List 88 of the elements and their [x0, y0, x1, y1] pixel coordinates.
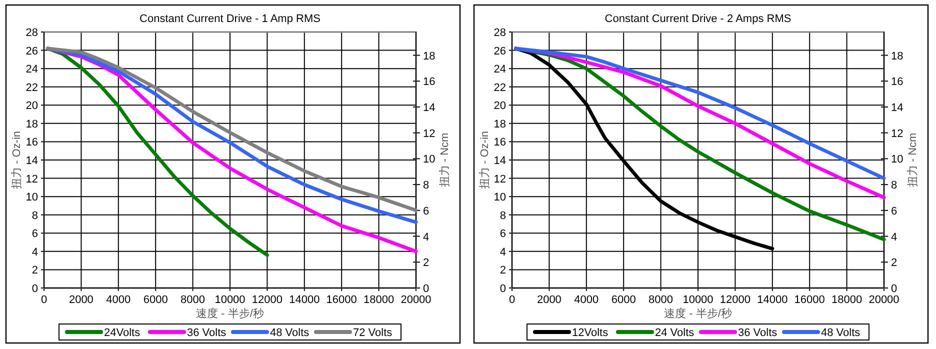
x-tick-label: 20000: [868, 294, 900, 306]
y-tick-label: 4: [500, 246, 506, 258]
y2-tick-label: 18: [891, 50, 904, 62]
y-tick-label: 26: [494, 45, 506, 58]
y2-tick-label: 14: [423, 102, 436, 114]
y-tick-label: 6: [32, 228, 38, 240]
y-tick-label: 20: [494, 100, 506, 112]
x-tick-label: 10000: [682, 294, 714, 306]
y-tick-label: 4: [32, 246, 38, 258]
x-axis-title: 速度 - 半步/秒: [196, 307, 264, 320]
y-tick-label: 26: [26, 45, 38, 58]
x-tick-label: 12000: [252, 294, 282, 306]
y2-axis-title: 扭力 - Ncm: [438, 132, 451, 188]
y2-tick-label: 6: [423, 205, 430, 218]
y-tick-label: 8: [500, 210, 506, 222]
legend-label: 72 Volts: [353, 327, 393, 339]
y-tick-label: 8: [32, 210, 38, 222]
x-tick-label: 6000: [611, 294, 636, 306]
y2-tick-label: 14: [891, 102, 904, 114]
y-tick-label: 12: [26, 173, 38, 186]
x-tick-label: 0: [508, 294, 516, 306]
legend-label: 24 Volts: [655, 327, 695, 339]
y-tick-label: 20: [26, 100, 38, 112]
y-tick-label: 18: [494, 118, 506, 130]
y2-tick-label: 16: [423, 76, 436, 88]
y-tick-label: 22: [26, 82, 38, 94]
y2-tick-label: 10: [891, 154, 904, 166]
y2-tick-label: 18: [423, 50, 436, 62]
y2-tick-label: 12: [423, 128, 436, 140]
y-tick-label: 16: [494, 136, 506, 149]
y-axis-title: 扭力 - Oz-in: [10, 130, 23, 190]
y2-tick-label: 6: [891, 205, 898, 218]
y-tick-label: 28: [26, 27, 38, 39]
legend-label: 48 Volts: [270, 327, 310, 339]
y2-tick-label: 2: [423, 257, 430, 270]
y-tick-label: 16: [26, 136, 38, 149]
chart-title: Constant Current Drive - 2 Amps RMS: [604, 13, 792, 25]
x-tick-label: 18000: [832, 294, 862, 306]
x-tick-label: 0: [40, 294, 48, 306]
y-tick-label: 14: [494, 155, 506, 167]
x-tick-label: 18000: [364, 294, 394, 306]
legend-label: 24Volts: [104, 327, 141, 339]
x-tick-label: 8000: [648, 294, 674, 306]
y-tick-label: 2: [32, 264, 38, 277]
y-tick-label: 2: [500, 264, 506, 277]
x-tick-label: 2000: [536, 294, 562, 306]
y-tick-label: 24: [494, 64, 506, 76]
x-tick-label: 8000: [180, 294, 206, 306]
y2-tick-label: 4: [423, 231, 430, 244]
y2-tick-label: 8: [423, 180, 430, 192]
y-tick-label: 14: [26, 155, 38, 167]
y-tick-label: 24: [26, 64, 38, 76]
legend-label: 36 Volts: [187, 327, 227, 339]
chart-title: Constant Current Drive - 1 Amp RMS: [140, 13, 320, 25]
y2-tick-label: 8: [891, 180, 898, 192]
x-tick-label: 12000: [720, 294, 750, 306]
y-tick-label: 28: [494, 27, 506, 39]
y-axis-title: 扭力 - Oz-in: [478, 130, 491, 190]
x-tick-label: 14000: [289, 294, 320, 306]
y2-tick-label: 0: [891, 283, 898, 295]
legend-label: 48 Volts: [821, 327, 861, 339]
x-axis-title: 速度 - 半步/秒: [664, 307, 732, 320]
y-tick-label: 0: [32, 283, 38, 295]
y2-tick-label: 2: [891, 257, 898, 270]
y-tick-label: 22: [494, 82, 506, 94]
x-tick-label: 16000: [326, 294, 357, 306]
y2-tick-label: 16: [891, 76, 904, 88]
y-tick-label: 0: [500, 283, 506, 295]
legend-label: 36 Volts: [738, 327, 778, 339]
x-tick-label: 16000: [794, 294, 825, 306]
x-tick-label: 14000: [757, 294, 788, 306]
y-tick-label: 18: [26, 118, 38, 130]
x-tick-label: 2000: [68, 294, 94, 306]
x-tick-label: 4000: [574, 294, 599, 306]
x-tick-label: 10000: [214, 294, 246, 306]
x-tick-label: 20000: [400, 294, 432, 306]
legend-label: 12Volts: [572, 327, 609, 339]
x-tick-label: 6000: [143, 294, 168, 306]
y-tick-label: 6: [500, 228, 506, 240]
x-tick-label: 4000: [106, 294, 131, 306]
y-tick-label: 12: [494, 173, 506, 186]
y2-tick-label: 0: [423, 283, 430, 295]
y2-tick-label: 4: [891, 231, 898, 244]
y2-tick-label: 12: [891, 128, 904, 140]
y-tick-label: 10: [26, 192, 38, 204]
y-tick-label: 10: [494, 192, 506, 204]
y2-tick-label: 10: [423, 154, 436, 166]
y2-axis-title: 扭力 - Ncm: [906, 132, 919, 188]
